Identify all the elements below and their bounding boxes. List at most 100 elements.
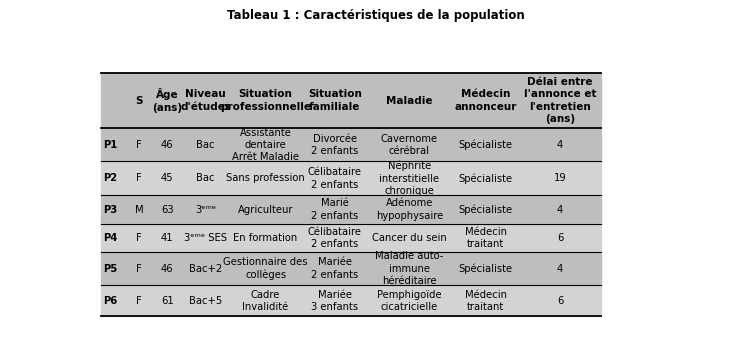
Bar	[128, 73, 151, 129]
Bar	[101, 224, 128, 252]
Bar	[228, 129, 303, 161]
Bar	[303, 161, 366, 195]
Bar	[520, 252, 601, 285]
Text: P1: P1	[103, 140, 118, 150]
Text: P4: P4	[103, 233, 118, 243]
Text: P6: P6	[103, 296, 117, 306]
Bar	[452, 129, 520, 161]
Bar	[151, 129, 183, 161]
Text: 19: 19	[553, 173, 566, 183]
Bar	[101, 129, 128, 161]
Bar	[366, 73, 452, 129]
Bar	[520, 285, 601, 316]
Text: Marié
2 enfants: Marié 2 enfants	[311, 198, 358, 221]
Text: F: F	[137, 296, 142, 306]
Bar	[228, 195, 303, 224]
Bar	[128, 195, 151, 224]
Bar	[151, 224, 183, 252]
Text: 63: 63	[161, 205, 173, 215]
Text: Mariée
2 enfants: Mariée 2 enfants	[311, 257, 358, 280]
Bar	[452, 73, 520, 129]
Text: Spécialiste: Spécialiste	[459, 173, 513, 184]
Text: Situation
professionnelle: Situation professionnelle	[220, 89, 311, 112]
Bar	[101, 73, 128, 129]
Bar	[183, 252, 228, 285]
Text: Bac+5: Bac+5	[189, 296, 222, 306]
Text: Bac: Bac	[196, 140, 215, 150]
Text: 45: 45	[161, 173, 173, 183]
Text: Mariée
3 enfants: Mariée 3 enfants	[311, 290, 358, 312]
Bar	[128, 252, 151, 285]
Text: S: S	[135, 96, 143, 106]
Bar	[183, 73, 228, 129]
Bar	[303, 73, 366, 129]
Text: Bac: Bac	[196, 173, 215, 183]
Text: Cavernome
cérébral: Cavernome cérébral	[381, 134, 438, 156]
Bar	[128, 224, 151, 252]
Text: Sans profession: Sans profession	[226, 173, 305, 183]
Text: F: F	[137, 140, 142, 150]
Text: 6: 6	[557, 233, 563, 243]
Text: 4: 4	[557, 140, 563, 150]
Bar	[183, 129, 228, 161]
Text: 4: 4	[557, 264, 563, 274]
Text: Maladie: Maladie	[386, 96, 433, 106]
Text: Médecin
annonceur: Médecin annonceur	[454, 89, 517, 112]
Bar	[520, 195, 601, 224]
Bar	[228, 161, 303, 195]
Bar	[366, 285, 452, 316]
Text: Adénome
hypophysaire: Adénome hypophysaire	[376, 198, 443, 221]
Bar	[101, 161, 128, 195]
Bar	[452, 285, 520, 316]
Bar	[151, 285, 183, 316]
Text: Cadre
Invalidité: Cadre Invalidité	[243, 290, 288, 312]
Bar	[128, 161, 151, 195]
Bar	[151, 252, 183, 285]
Bar	[303, 129, 366, 161]
Text: 46: 46	[161, 264, 173, 274]
Bar	[183, 285, 228, 316]
Text: Spécialiste: Spécialiste	[459, 204, 513, 215]
Text: 6: 6	[557, 296, 563, 306]
Bar	[520, 224, 601, 252]
Text: M: M	[135, 205, 143, 215]
Bar	[183, 224, 228, 252]
Text: 4: 4	[557, 205, 563, 215]
Text: En formation: En formation	[234, 233, 297, 243]
Bar	[151, 73, 183, 129]
Text: F: F	[137, 173, 142, 183]
Text: Spécialiste: Spécialiste	[459, 140, 513, 150]
Bar	[520, 161, 601, 195]
Text: Âge
(ans): Âge (ans)	[152, 88, 182, 113]
Text: Situation
familiale: Situation familiale	[308, 89, 362, 112]
Text: Cancer du sein: Cancer du sein	[372, 233, 447, 243]
Bar	[151, 195, 183, 224]
Text: Médecin
traitant: Médecin traitant	[465, 290, 507, 312]
Bar	[520, 129, 601, 161]
Text: P5: P5	[103, 264, 117, 274]
Bar	[101, 285, 128, 316]
Text: 46: 46	[161, 140, 173, 150]
Text: Divorcée
2 enfants: Divorcée 2 enfants	[311, 134, 358, 156]
Bar	[228, 285, 303, 316]
Text: Gestionnaire des
collèges: Gestionnaire des collèges	[223, 257, 308, 280]
Bar	[101, 252, 128, 285]
Bar	[366, 161, 452, 195]
Text: Niveau
d'études: Niveau d'études	[180, 89, 231, 112]
Text: P3: P3	[103, 205, 117, 215]
Text: Pemphigoïde
cicatricielle: Pemphigoïde cicatricielle	[377, 290, 442, 312]
Bar	[366, 129, 452, 161]
Bar	[366, 252, 452, 285]
Bar	[128, 285, 151, 316]
Text: Bac+2: Bac+2	[189, 264, 222, 274]
Text: 61: 61	[161, 296, 173, 306]
Bar	[101, 195, 128, 224]
Text: P2: P2	[103, 173, 117, 183]
Bar	[228, 73, 303, 129]
Text: Néphrite
interstitielle
chronique: Néphrite interstitielle chronique	[379, 161, 439, 196]
Bar	[303, 285, 366, 316]
Bar	[228, 224, 303, 252]
Text: 3ᵉᵐᵉ SES: 3ᵉᵐᵉ SES	[184, 233, 227, 243]
Text: Célibataire
2 enfants: Célibataire 2 enfants	[308, 227, 362, 249]
Bar	[303, 252, 366, 285]
